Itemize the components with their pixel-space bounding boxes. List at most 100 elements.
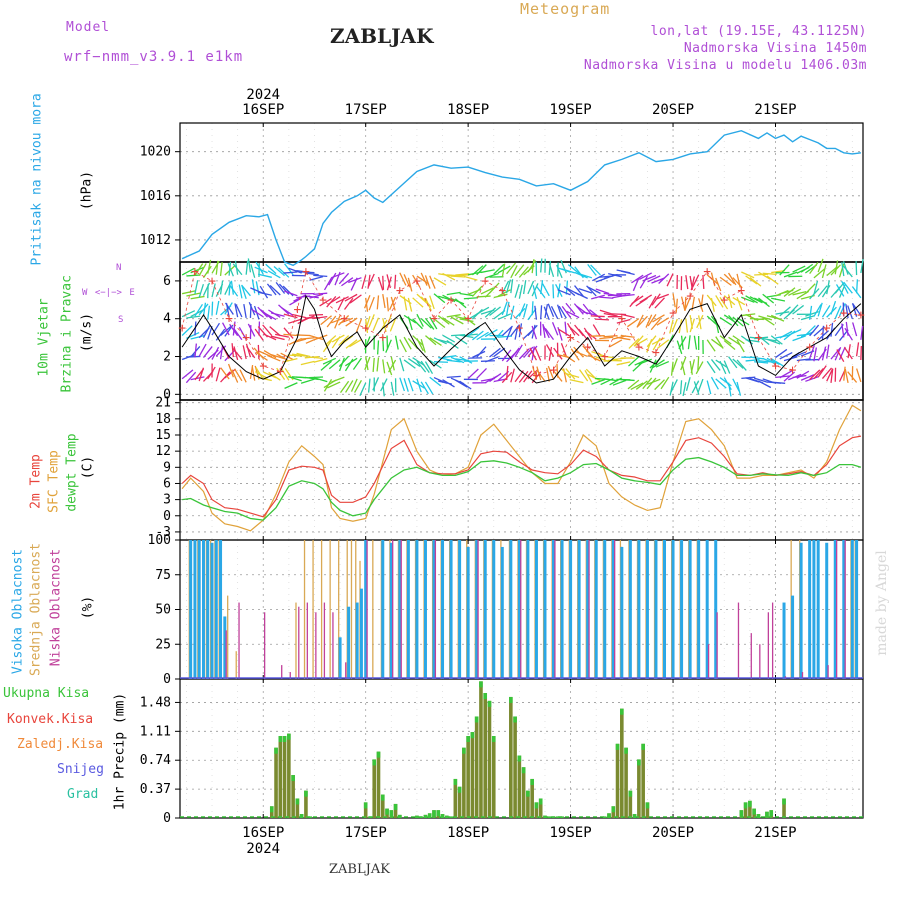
wind-barb	[847, 305, 853, 320]
wind-barb	[446, 291, 461, 296]
wind-barb	[251, 308, 264, 318]
wind-barb	[531, 325, 538, 340]
wind-barb	[446, 274, 461, 277]
wind-barb	[654, 297, 665, 309]
legend-total: Ukupna Kisa	[3, 686, 90, 701]
y-tick-label: 0	[163, 672, 171, 687]
wind-barb	[202, 302, 207, 317]
wind-barb	[590, 264, 601, 276]
wind-barb	[429, 337, 442, 346]
wind-barb	[429, 295, 435, 310]
y-tick-label: 18	[155, 412, 171, 427]
wind-barb	[250, 264, 256, 278]
wind-barb	[505, 301, 510, 316]
wind-barb	[394, 274, 397, 289]
wind-barb	[257, 273, 272, 278]
wind-barb	[732, 335, 745, 345]
wind-barb	[349, 339, 362, 348]
wind-barb	[830, 347, 841, 360]
wind-barb	[493, 263, 505, 275]
wind-barb	[796, 370, 810, 379]
y-tick-label: 15	[155, 428, 171, 443]
wind-barb	[826, 344, 830, 359]
wind-barb	[642, 377, 653, 390]
wind-barb	[361, 275, 367, 290]
wind-barb	[231, 369, 239, 383]
wind-barb	[335, 296, 349, 304]
wind-barb	[186, 274, 201, 277]
wind-barb	[651, 277, 665, 284]
wind-barb	[844, 368, 849, 383]
dewpt-temp-line	[182, 456, 862, 521]
y-tick-label: 0.74	[140, 753, 171, 768]
precip-bar-cap	[620, 708, 624, 715]
wind-barb	[254, 266, 268, 274]
wind-barb	[637, 315, 648, 327]
wind-barb	[389, 318, 397, 332]
wind-barb	[633, 335, 644, 347]
wind-barb	[476, 295, 491, 298]
wind-barb	[412, 357, 425, 366]
precip-bar	[624, 747, 628, 818]
cloud-bar-high	[210, 542, 214, 679]
cloud-bar-high	[214, 540, 218, 679]
cloud-bar-high	[552, 540, 556, 679]
wind-barb	[561, 305, 572, 318]
model-elevation: Nadmorska Visina u modelu 1406.03m	[583, 58, 867, 73]
cloud-bar-high	[808, 540, 812, 679]
wind-barb	[446, 339, 459, 349]
precip-bar-cap	[521, 767, 526, 774]
y-tick-label: 1.48	[140, 695, 171, 710]
wind-barb	[723, 377, 732, 390]
wind-barb	[416, 338, 424, 352]
wind-barb	[202, 325, 211, 339]
cloud-bar-high	[201, 540, 205, 679]
wind-barb	[211, 283, 216, 298]
y-tick-label: 0	[163, 811, 171, 826]
wind-barb	[685, 275, 689, 290]
wind-barb	[420, 318, 432, 329]
wind-barb	[631, 274, 644, 284]
wind-barb	[762, 357, 776, 365]
cloud-bar-high	[381, 540, 385, 679]
wind-barb	[263, 349, 277, 359]
wind-barb	[656, 317, 670, 326]
wind-barb	[241, 285, 247, 300]
wind-barb	[552, 370, 563, 382]
cloud-bar-high	[855, 540, 859, 679]
wind-barb	[808, 305, 813, 320]
precip-bar	[278, 736, 283, 818]
precip-bar	[509, 696, 513, 818]
wind-barb	[407, 277, 413, 292]
cloud-bar-high	[517, 540, 521, 679]
wind-barb	[363, 295, 371, 309]
wind-barb	[454, 298, 467, 309]
wind-barb	[224, 302, 234, 315]
precip-bar-cap	[538, 798, 543, 805]
precip-bar-cap	[427, 813, 432, 818]
wind-barb	[706, 339, 716, 352]
wind-barb	[344, 358, 354, 372]
wind-barb	[446, 314, 461, 318]
wind-barb	[242, 345, 247, 360]
wind-barb	[300, 378, 315, 384]
wind-barb	[211, 346, 220, 360]
wind-barb	[672, 293, 676, 308]
wind-barb	[239, 369, 247, 383]
wind-barb	[215, 260, 219, 275]
wind-barb	[309, 334, 324, 341]
bottom-day-label: 16SEP	[242, 825, 284, 841]
precip-bar-cap	[462, 747, 466, 754]
wind-barb	[531, 283, 539, 297]
precip-bar-cap	[278, 736, 283, 743]
wind-barb	[372, 377, 380, 391]
wind-barb	[276, 367, 286, 381]
wind-gust-marker: +	[319, 293, 327, 308]
wind-barb	[745, 339, 760, 343]
wind-barb	[424, 275, 431, 289]
wind-barb	[442, 379, 455, 388]
wind-barb	[399, 339, 407, 353]
wind-barb	[386, 297, 389, 312]
wind-barb	[594, 318, 610, 321]
wind-barb	[800, 263, 814, 273]
